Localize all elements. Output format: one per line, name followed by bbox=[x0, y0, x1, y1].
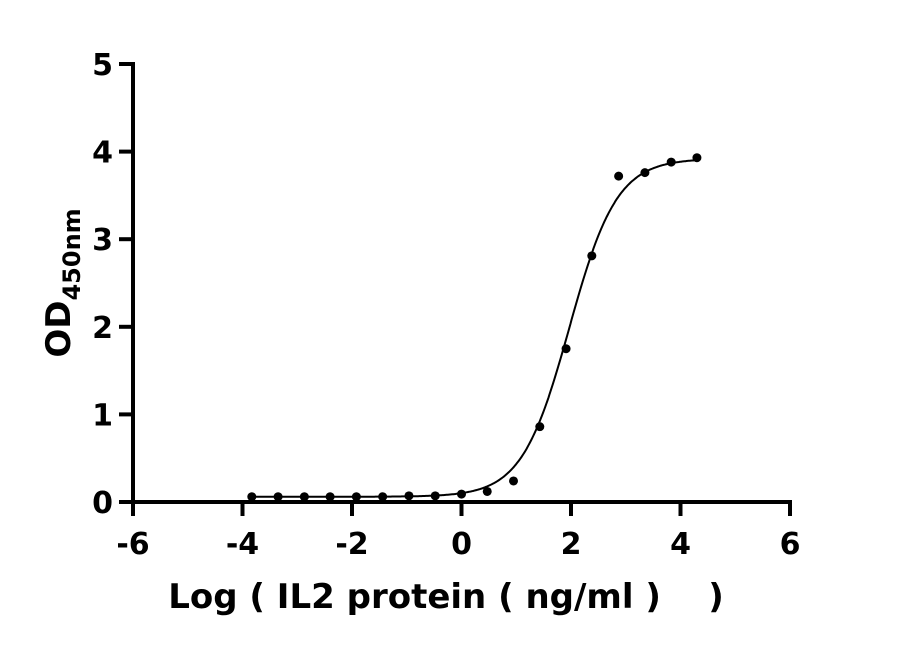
y-axis-label: OD450nm bbox=[39, 208, 86, 357]
data-point bbox=[325, 492, 335, 502]
x-tick-label: -2 bbox=[335, 527, 368, 562]
data-point bbox=[351, 492, 361, 502]
x-tick-label: 6 bbox=[780, 527, 801, 562]
data-point bbox=[561, 344, 571, 354]
y-tick-label: 0 bbox=[92, 486, 113, 521]
axes: -6 -4 -2 0 2 4 6 0 1 2 3 4 5 bbox=[92, 48, 800, 562]
y-axis-label-main: OD bbox=[39, 301, 79, 358]
y-axis-label-subscript: 450nm bbox=[58, 208, 86, 300]
y-tick-label: 1 bbox=[92, 398, 113, 433]
data-point bbox=[587, 251, 597, 261]
x-tick-label: -4 bbox=[226, 527, 259, 562]
x-tick-label: 2 bbox=[561, 527, 582, 562]
x-tick-label: 0 bbox=[451, 527, 472, 562]
data-point bbox=[640, 168, 650, 178]
y-tick-label: 3 bbox=[92, 223, 113, 258]
x-tick-label: -6 bbox=[116, 527, 149, 562]
data-point bbox=[482, 486, 492, 496]
x-tick-label: 4 bbox=[670, 527, 691, 562]
data-point bbox=[430, 491, 440, 501]
y-tick-label: 5 bbox=[92, 48, 113, 83]
x-axis-label: Log ( IL2 protein ( ng/ml ) ) bbox=[168, 577, 724, 617]
data-point bbox=[509, 476, 519, 486]
y-tick-label: 4 bbox=[92, 136, 113, 171]
data-point bbox=[247, 492, 257, 502]
data-point bbox=[614, 171, 624, 181]
data-point bbox=[404, 491, 414, 501]
data-point bbox=[299, 492, 309, 502]
data-point bbox=[273, 492, 283, 502]
data-point bbox=[692, 153, 702, 163]
data-point bbox=[378, 492, 388, 502]
data-point bbox=[535, 422, 545, 432]
data-point bbox=[457, 489, 466, 499]
fit-curve bbox=[251, 159, 697, 498]
y-tick-label: 2 bbox=[92, 311, 113, 346]
data-point bbox=[666, 157, 676, 167]
data-points bbox=[247, 153, 702, 502]
